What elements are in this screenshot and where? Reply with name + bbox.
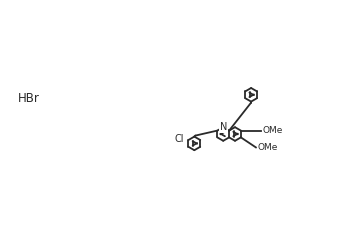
Text: Cl: Cl: [175, 134, 184, 144]
Text: N: N: [220, 122, 227, 132]
Text: OMe: OMe: [258, 143, 278, 152]
Text: HBr: HBr: [18, 92, 40, 106]
Text: OMe: OMe: [263, 126, 283, 135]
